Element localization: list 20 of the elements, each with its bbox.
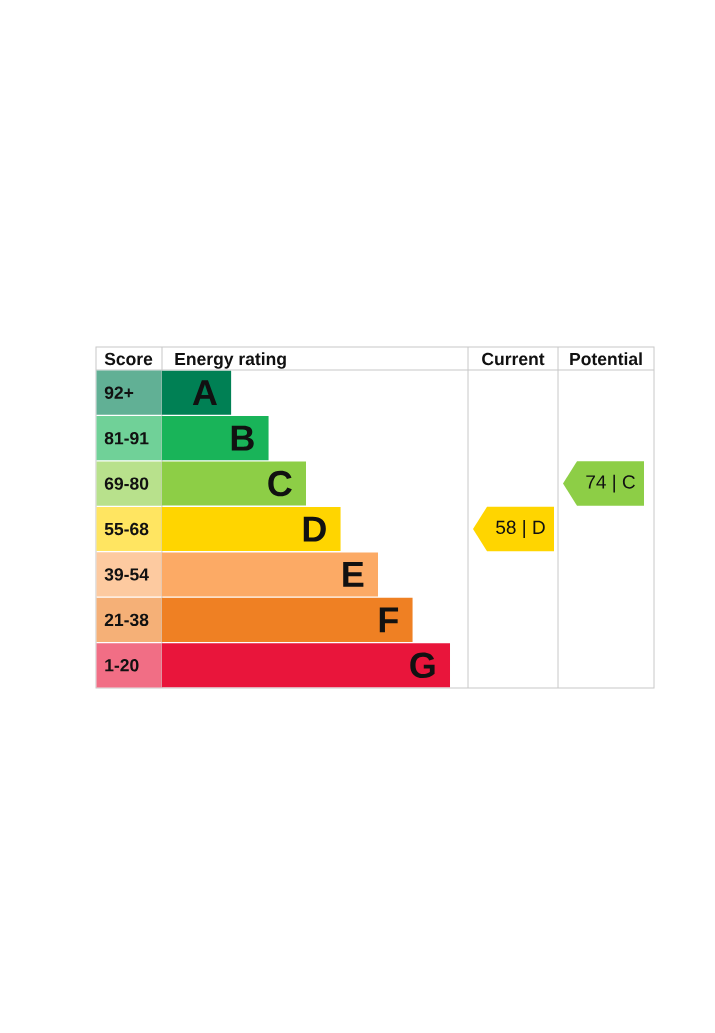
text: Potential (570, 352, 642, 366)
text: Current (482, 352, 545, 366)
annotation: A (192, 380, 217, 406)
text: Energy rating (175, 352, 286, 369)
text: 58 | D (496, 520, 545, 538)
annotation: C (268, 470, 292, 497)
y-tick-label: 39-54 (104, 568, 149, 581)
annotation: E (343, 562, 364, 587)
text: 74 | C (586, 474, 635, 493)
annotation: G (410, 652, 435, 679)
annotation: B (231, 425, 254, 451)
y-tick-label: 21-38 (104, 613, 149, 627)
y-tick-label: 69-80 (104, 477, 149, 490)
annotation: F (379, 607, 399, 633)
y-tick-label: 92+ (104, 386, 134, 399)
y-tick-label: 1-20 (105, 659, 139, 672)
y-tick-label: 81-91 (104, 431, 149, 445)
y-tick-label: 55-68 (104, 522, 149, 536)
annotation: D (303, 516, 326, 542)
text: Score (104, 352, 153, 366)
